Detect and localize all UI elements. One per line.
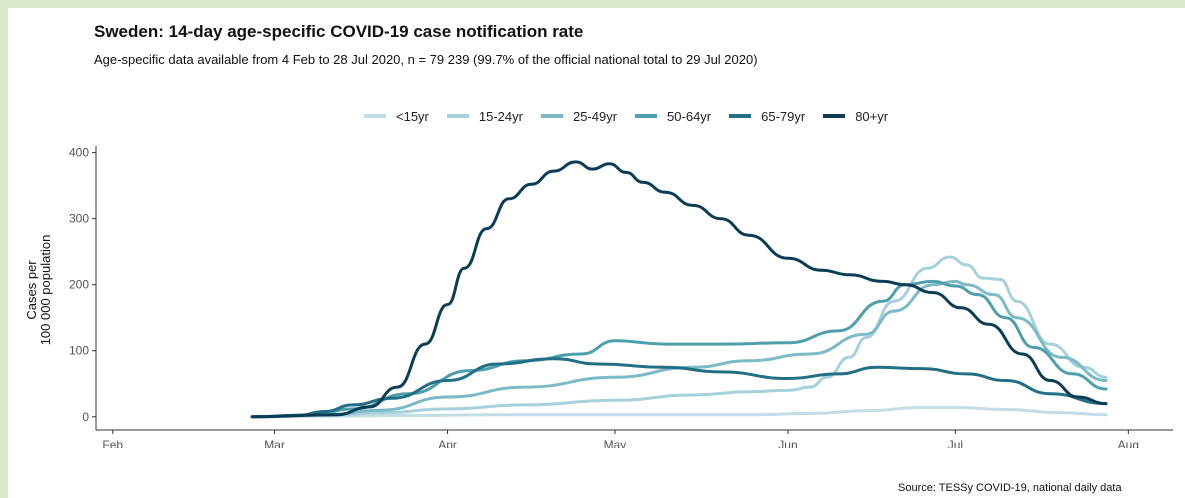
line-chart: 0 100 200 300 400 Feb Mar Apr May Jun Jul Aug Cases…: [24, 146, 1173, 448]
series-line-3: [250, 279, 1108, 419]
x-tick-label: Jun: [778, 438, 797, 448]
legend-item: 15-24yr: [446, 108, 523, 124]
legend-label: 15-24yr: [478, 108, 523, 124]
legend-item: 50-64yr: [635, 109, 711, 124]
legend-swatch: [729, 114, 752, 118]
legend-swatch: [540, 114, 563, 118]
x-tick-label: Mar: [264, 438, 285, 448]
legend-swatch: [364, 114, 386, 118]
series-line-5: [250, 357, 1108, 419]
legend-swatch: [446, 114, 469, 118]
series-line-6: [250, 160, 1108, 419]
x-tick-label: Apr: [438, 438, 457, 448]
legend-swatch: [635, 114, 658, 118]
y-axis-label-line-2: 100 000 population: [38, 235, 53, 346]
legend-label: 25-49yr: [572, 108, 618, 124]
x-tick-label: May: [604, 438, 627, 448]
axes: 0 100 200 300 400 Feb Mar Apr May Jun Jul Aug: [69, 146, 1173, 448]
y-tick-label: 0: [82, 410, 89, 424]
legend-label: 65-79yr: [761, 108, 806, 124]
legend-item: 65-79yr: [729, 109, 805, 124]
legend-item: 25-49yr: [540, 108, 618, 124]
y-tick-label: 300: [69, 212, 89, 226]
legend-label: <15yr: [396, 108, 429, 124]
y-tick-label: 200: [69, 278, 89, 292]
source-note: Source: TESSy COVID-19, national daily d…: [898, 482, 1122, 494]
x-tick-label: Feb: [102, 438, 123, 448]
series-line-1: [250, 405, 1108, 419]
legend-label: 80+yr: [855, 108, 889, 124]
y-axis-label-line-1: Cases per: [24, 260, 39, 320]
legend-item: <15yr: [364, 109, 429, 124]
x-tick-label: Jul: [948, 438, 963, 448]
series-line-4: [250, 279, 1108, 419]
chart-title: Sweden: 14-day age-specific COVID-19 cas…: [94, 22, 584, 41]
series-lines: [250, 160, 1108, 419]
x-tick-label: Aug: [1118, 438, 1139, 448]
chart-legend: <15yr 15-24yr 25-49yr 50-64yr 65-79yr 80+yr: [364, 106, 906, 126]
chart-frame: Sweden: 14-day age-specific COVID-19 cas…: [8, 8, 1185, 498]
y-tick-label: 100: [69, 344, 89, 358]
legend-label: 50-64yr: [667, 108, 712, 124]
legend-item: 80+yr: [823, 109, 888, 124]
series-line-2: [250, 255, 1108, 419]
chart-subtitle: Age-specific data available from 4 Feb t…: [94, 52, 758, 67]
legend-swatch: [823, 114, 846, 118]
y-tick-label: 400: [69, 146, 89, 160]
